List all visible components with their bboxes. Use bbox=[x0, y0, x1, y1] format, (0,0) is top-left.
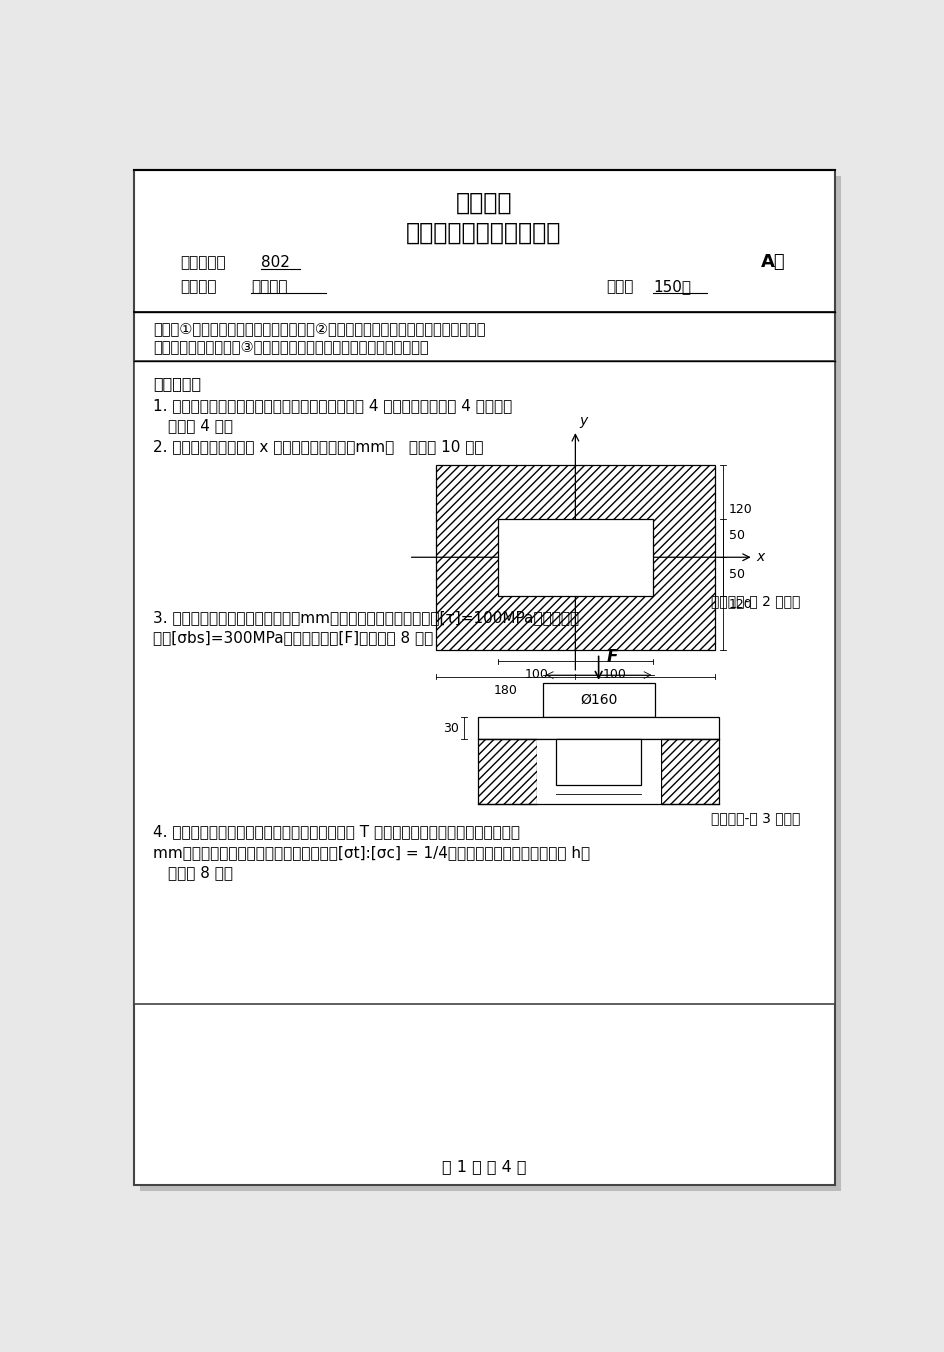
Text: Ø80: Ø80 bbox=[583, 754, 613, 769]
Text: Ø160: Ø160 bbox=[580, 692, 616, 707]
Text: （第一题-第 2 题图）: （第一题-第 2 题图） bbox=[710, 594, 800, 608]
Text: 科目名称: 科目名称 bbox=[180, 280, 216, 295]
Text: 江苏大学: 江苏大学 bbox=[455, 191, 512, 214]
Text: 100: 100 bbox=[601, 668, 625, 681]
Text: 50: 50 bbox=[728, 529, 744, 542]
Text: 科目代码：: 科目代码： bbox=[180, 254, 226, 270]
Text: 150分: 150分 bbox=[652, 280, 690, 295]
Text: mm），材料的拉伸和压缩许用应力之比为[σt]:[σc] = 1/4。求如图水平翼板的合理高度 h。: mm），材料的拉伸和压缩许用应力之比为[σt]:[σc] = 1/4。求如图水平… bbox=[153, 845, 589, 860]
Text: 硕士研究生入学考试样题: 硕士研究生入学考试样题 bbox=[406, 222, 561, 245]
Text: 应力[σbs]=300MPa，求许可载荷[F]。（本题 8 分）: 应力[σbs]=300MPa，求许可载荷[F]。（本题 8 分） bbox=[153, 630, 432, 645]
Text: 180: 180 bbox=[632, 684, 656, 696]
Text: 802: 802 bbox=[261, 254, 290, 270]
Text: 50: 50 bbox=[728, 568, 744, 581]
Text: （本题 4 分）: （本题 4 分） bbox=[168, 418, 233, 433]
Text: 4. 下图为一承受纯弯曲的铸铁梁，其横截面为倒 T 形，部分尺寸如图所示（长度单位：: 4. 下图为一承受纯弯曲的铸铁梁，其横截面为倒 T 形，部分尺寸如图所示（长度单… bbox=[153, 823, 519, 838]
Text: 材料力学: 材料力学 bbox=[251, 280, 288, 295]
Bar bbox=[660, 740, 718, 804]
Text: 180: 180 bbox=[493, 684, 517, 696]
Text: 120: 120 bbox=[728, 503, 751, 516]
Text: 纸或草稿纸上均无效；③本试题纸须随答题纸一起装入试题袋中交回！: 纸或草稿纸上均无效；③本试题纸须随答题纸一起装入试题袋中交回！ bbox=[153, 339, 429, 354]
Bar bbox=[555, 740, 641, 786]
Text: （第一题-第 3 题图）: （第一题-第 3 题图） bbox=[710, 811, 800, 825]
Text: 第 1 页 共 4 页: 第 1 页 共 4 页 bbox=[441, 1160, 526, 1175]
Text: 120: 120 bbox=[728, 599, 751, 611]
Text: 2. 试求下图所示截面对 x 轴的惯性矩（单位：mm）   （本题 10 分）: 2. 试求下图所示截面对 x 轴的惯性矩（单位：mm） （本题 10 分） bbox=[153, 439, 483, 454]
Text: （本题 8 分）: （本题 8 分） bbox=[168, 865, 233, 880]
Bar bbox=[478, 740, 536, 804]
Text: F: F bbox=[606, 649, 617, 667]
Text: 100: 100 bbox=[524, 668, 548, 681]
Bar bbox=[497, 519, 652, 596]
Bar bbox=[478, 718, 718, 740]
Text: x: x bbox=[756, 550, 764, 564]
Text: 满分：: 满分： bbox=[606, 280, 633, 295]
Bar bbox=[536, 740, 660, 804]
Text: A卷: A卷 bbox=[760, 253, 784, 272]
Bar bbox=[435, 465, 714, 650]
Text: 1. 低碳钢材料的单轴拉伸应力应变曲线通常可分为 4 个阶段，请列出该 4 个阶段。: 1. 低碳钢材料的单轴拉伸应力应变曲线通常可分为 4 个阶段，请列出该 4 个阶… bbox=[153, 397, 512, 414]
Text: 注意：①认真阅读答题纸上的注意事项；②所有答案必须写在答题纸上，写在本试题: 注意：①认真阅读答题纸上的注意事项；②所有答案必须写在答题纸上，写在本试题 bbox=[153, 320, 485, 337]
Text: y: y bbox=[579, 414, 587, 427]
Text: 30: 30 bbox=[443, 722, 459, 734]
Bar bbox=[133, 361, 834, 1003]
Text: 3. 一带肩杆如图所示（尺寸单位：mm），若材料的许用剪切应力[τ]=100MPa，许用挤压: 3. 一带肩杆如图所示（尺寸单位：mm），若材料的许用剪切应力[τ]=100MP… bbox=[153, 611, 579, 626]
Bar bbox=[542, 683, 654, 718]
Text: 一、简单题: 一、简单题 bbox=[153, 376, 201, 392]
